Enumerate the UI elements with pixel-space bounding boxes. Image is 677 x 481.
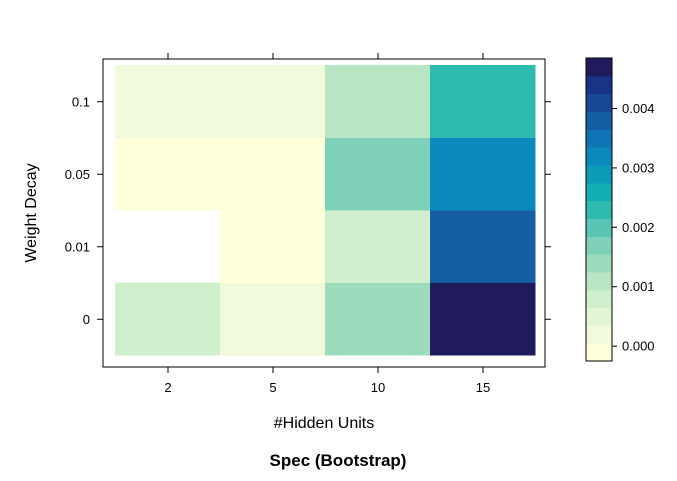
colorbar-segment: [586, 75, 612, 95]
heatmap-cell: [430, 210, 536, 283]
heatmap-cell: [220, 137, 326, 211]
colorbar-segment: [586, 236, 612, 255]
colorbar-segment: [586, 254, 612, 273]
colorbar-border: [585, 57, 613, 362]
heatmap-cell: [220, 282, 326, 356]
heatmap-cells: [115, 65, 536, 356]
heatmap-cell: [115, 137, 221, 211]
x-tick-label: 2: [164, 380, 171, 395]
colorbar: 0.000 0.001 0.002 0.003 0.004: [585, 57, 655, 362]
heatmap-cell: [115, 282, 221, 356]
heatmap-cell: [325, 282, 431, 356]
colorbar-segment: [586, 93, 612, 113]
colorbar-segment: [586, 200, 612, 220]
heatmap-cell: [220, 210, 326, 283]
x-axis-ticks: 2 5 10 15: [164, 53, 490, 395]
chart-title: Spec (Bootstrap): [270, 451, 407, 470]
heatmap-cell: [430, 137, 536, 211]
plot-panel-border: [102, 58, 546, 368]
y-axis-title: Weight Decay: [23, 163, 40, 262]
colorbar-segment: [586, 325, 612, 344]
heatmap-cell: [430, 65, 536, 138]
colorbar-tick-label: 0.004: [622, 101, 655, 116]
colorbar-segment: [586, 182, 612, 202]
heatmap-cell: [325, 137, 431, 211]
y-tick-label: 0.01: [65, 239, 90, 254]
heatmap-cell: [325, 65, 431, 138]
x-axis-title: #Hidden Units: [274, 415, 375, 432]
colorbar-segment: [586, 343, 612, 362]
colorbar-segment: [586, 164, 612, 184]
heatmap-cell: [220, 65, 326, 138]
colorbar-segment: [586, 129, 612, 148]
colorbar-segment: [586, 111, 612, 130]
heatmap-cell: [325, 210, 431, 283]
colorbar-segment: [586, 289, 612, 309]
y-tick-label: 0.1: [72, 94, 90, 109]
colorbar-segment: [586, 218, 612, 237]
heatmap-cell: [430, 282, 536, 356]
colorbar-segment: [586, 147, 612, 166]
x-tick-label: 5: [269, 380, 276, 395]
heatmap-cell: [115, 65, 221, 138]
colorbar-segment: [586, 307, 612, 326]
colorbar-tick-label: 0.000: [622, 339, 655, 354]
x-tick-label: 15: [476, 380, 490, 395]
x-tick-label: 10: [371, 380, 385, 395]
y-tick-label: 0: [83, 312, 90, 327]
colorbar-segment: [586, 58, 612, 77]
colorbar-tick-label: 0.003: [622, 160, 655, 175]
colorbar-segment: [586, 271, 612, 291]
y-tick-label: 0.05: [65, 167, 90, 182]
colorbar-tick-label: 0.001: [622, 279, 655, 294]
colorbar-tick-label: 0.002: [622, 220, 655, 235]
y-axis-ticks: 0 0.01 0.05 0.1: [65, 94, 551, 327]
